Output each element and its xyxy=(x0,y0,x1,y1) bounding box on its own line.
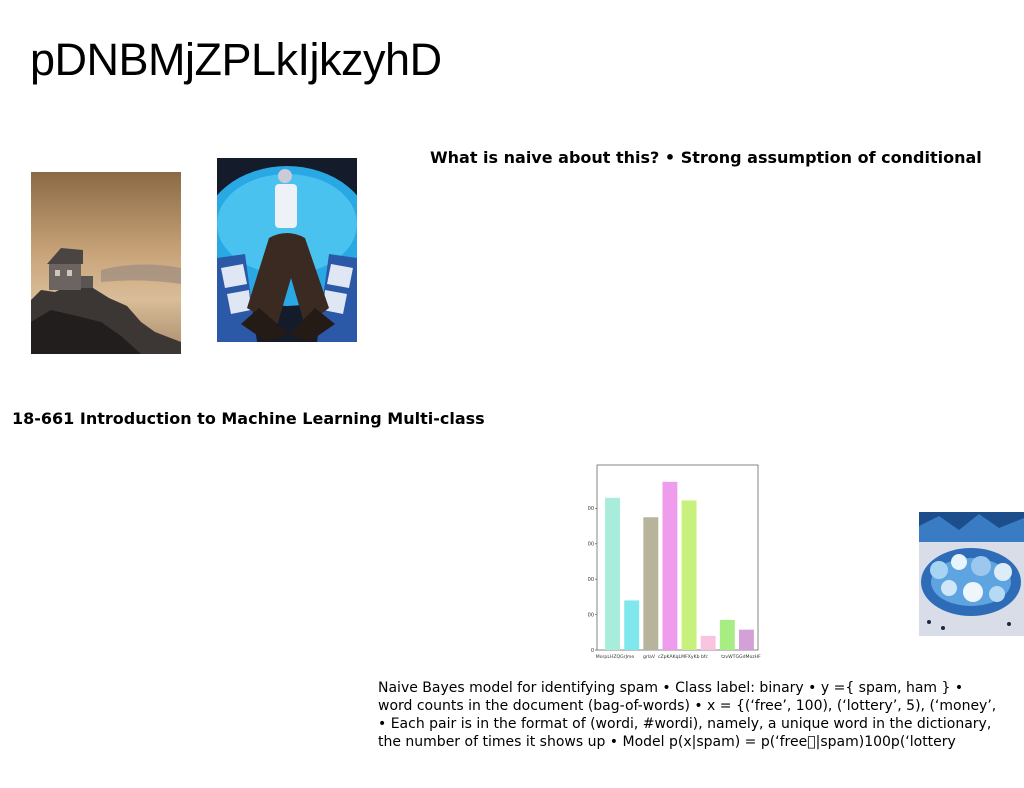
slide-title: pDNBMjZPLkIjkzyhD xyxy=(30,34,442,85)
y-tick-label: 800 xyxy=(588,506,594,512)
x-category-label: MorpLHZQGrJme xyxy=(596,654,635,660)
person-in-blue-room-image xyxy=(217,158,357,342)
x-category-label: grlaV xyxy=(643,654,656,660)
chart-bar xyxy=(662,481,678,650)
body-line: Naive Bayes model for identifying spam •… xyxy=(378,680,964,696)
body-line: the number of times it shows up • Model … xyxy=(378,734,956,750)
crystal-glassware-image xyxy=(919,512,1024,636)
chart-bar xyxy=(681,500,697,650)
body-line: word counts in the document (bag-of-word… xyxy=(378,698,997,714)
chart-bar xyxy=(605,497,621,650)
bar-chart: 0 200 400 600 800 MorpLHZQGrJme grlaVcZpKAKqLM… xyxy=(588,462,762,666)
y-tick-label: 0 xyxy=(591,648,594,654)
spam-model-text: Naive Bayes model for identifying spam •… xyxy=(378,679,1018,751)
naive-question-heading: What is naive about this? • Strong assum… xyxy=(430,148,982,167)
body-line: • Each pair is in the format of (wordi, … xyxy=(378,716,992,732)
course-heading: 18-661 Introduction to Machine Learning … xyxy=(12,409,485,428)
y-tick-label: 200 xyxy=(588,612,594,618)
chart-bar xyxy=(738,629,754,650)
y-tick-label: 400 xyxy=(588,577,594,583)
chart-bar xyxy=(624,600,640,650)
chart-bar xyxy=(643,517,659,650)
house-on-cliff-image xyxy=(31,172,181,354)
y-tick-label: 600 xyxy=(588,542,594,548)
x-category-label: cZpKAKqLMFXyKb bfc xyxy=(658,654,709,660)
chart-bar xyxy=(700,635,716,650)
chart-bar xyxy=(719,619,735,650)
chart-frame xyxy=(596,464,759,651)
x-category-label: tzvWTGGdMozHF xyxy=(721,654,761,660)
